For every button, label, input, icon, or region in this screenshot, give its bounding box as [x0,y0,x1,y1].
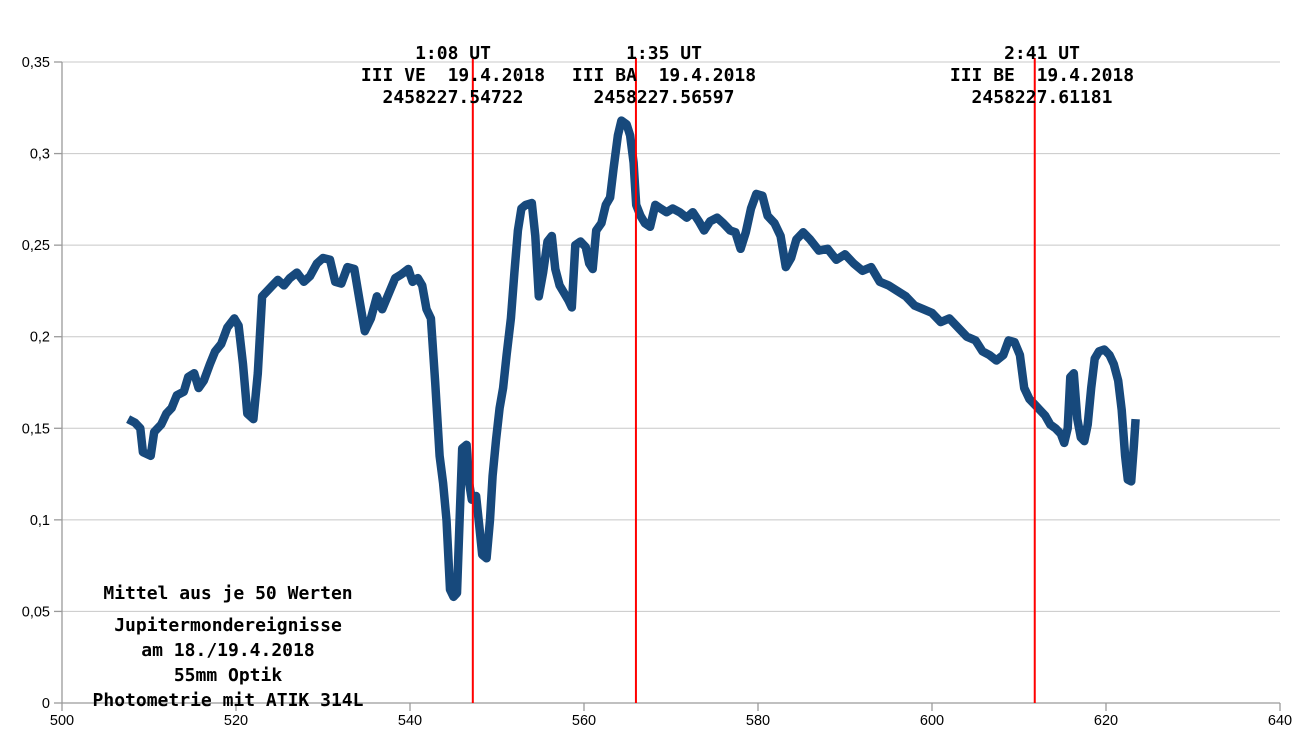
chart-info-text: Mittel aus je 50 Werten Jupitermondereig… [78,581,378,713]
info-line-date: am 18./19.4.2018 [141,640,315,661]
info-line-title: Jupitermondereignisse [114,615,342,636]
info-line-optics: 55mm Optik [173,665,283,686]
event-name-label: III BA 19.4.2018 [571,65,757,86]
x-tick-label: 520 [224,713,248,729]
event-name-label: III VE 19.4.2018 [360,65,546,86]
y-tick-label: 0,1 [30,513,50,529]
event-name-label: III BE 19.4.2018 [949,65,1135,86]
x-tick-label: 560 [572,713,596,729]
y-tick-label: 0 [42,696,50,712]
x-tick-label: 540 [398,713,422,729]
x-tick-label: 580 [746,713,770,729]
y-tick-label: 0,35 [22,55,50,71]
event-jd-label: 2458227.61181 [971,87,1113,108]
info-line-camera: Photometrie mit ATIK 314L [92,690,364,711]
y-tick-label: 0,3 [30,147,50,163]
event-time-label: 1:35 UT [626,43,702,64]
event-annotation-3: 2:41 UT III BE 19.4.2018 2458227.61181 [912,43,1172,109]
event-jd-label: 2458227.54722 [382,87,524,108]
event-annotation-1: 1:08 UT III VE 19.4.2018 2458227.54722 [323,43,583,109]
y-tick-label: 0,15 [22,421,50,437]
event-annotation-2: 1:35 UT III BA 19.4.2018 2458227.56597 [534,43,794,109]
light-curve-series [126,116,1140,602]
event-jd-label: 2458227.56597 [593,87,735,108]
y-tick-label: 0,25 [22,238,50,254]
x-tick-label: 640 [1268,713,1292,729]
event-time-label: 1:08 UT [415,43,491,64]
x-tick-label: 600 [920,713,944,729]
info-line-averaging: Mittel aus je 50 Werten [103,583,353,604]
y-tick-label: 0,05 [22,604,50,620]
x-tick-label: 500 [50,713,74,729]
event-time-label: 2:41 UT [1004,43,1080,64]
x-tick-label: 620 [1094,713,1118,729]
y-tick-label: 0,2 [30,330,50,346]
